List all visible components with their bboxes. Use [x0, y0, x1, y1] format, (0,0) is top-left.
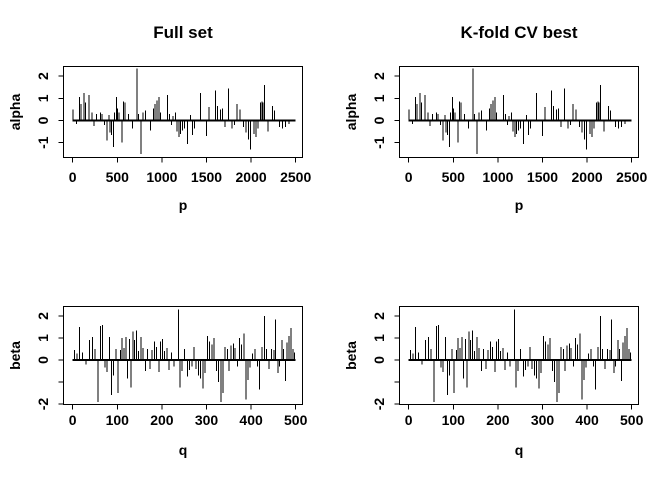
x-tick-label: 2500	[280, 169, 311, 185]
x-tick-label: 2000	[572, 169, 603, 185]
x-axis-label: p	[179, 197, 188, 213]
y-tick-label: 0	[371, 116, 387, 124]
x-axis-label: p	[515, 197, 524, 213]
y-tick-label: 2	[35, 72, 51, 80]
x-tick-label: 500	[620, 412, 644, 428]
plot-lines-kfold-cv-alpha	[394, 66, 639, 163]
y-tick-label: 0	[371, 356, 387, 364]
plot-svg-kfold-cv-alpha: 0 500 1000 1500 2000 2500 -1 0 1 2 K-fold CV best p…	[343, 23, 647, 213]
y-tick-label: -1	[371, 136, 387, 149]
x-tick-label: 1500	[527, 169, 558, 185]
plot-svg-full-set-beta: 0 100 200 300 400 500 -2 0 1 2 q beta	[7, 306, 308, 458]
plot-lines-full-set-beta	[58, 306, 303, 410]
x-axis-label: q	[179, 442, 188, 458]
x-tick-label: 300	[195, 412, 219, 428]
x-tick-label: 500	[442, 169, 466, 185]
x-tick-label: 100	[442, 412, 466, 428]
y-tick-label: 1	[371, 94, 387, 102]
x-tick-label: 1500	[191, 169, 222, 185]
y-axis-label: beta	[343, 341, 359, 370]
panel-title: K-fold CV best	[460, 23, 577, 42]
x-tick-label: 500	[106, 169, 130, 185]
x-tick-label: 400	[239, 412, 263, 428]
y-tick-label: -2	[371, 398, 387, 411]
y-axis-label: alpha	[7, 94, 23, 131]
plot-lines-full-set-alpha	[58, 66, 303, 163]
plot-lines-kfold-cv-beta	[394, 306, 639, 410]
y-tick-label: -2	[35, 398, 51, 411]
x-tick-label: 0	[405, 412, 413, 428]
x-tick-label: 0	[405, 169, 413, 185]
x-tick-label: 2000	[236, 169, 267, 185]
y-tick-label: 1	[371, 334, 387, 342]
x-tick-label: 300	[531, 412, 555, 428]
x-axis-label: q	[515, 442, 524, 458]
x-tick-label: 1000	[146, 169, 177, 185]
x-tick-label: 200	[150, 412, 174, 428]
y-tick-label: 0	[35, 356, 51, 364]
x-tick-label: 0	[69, 169, 77, 185]
panel-full-set-beta: 0 100 200 300 400 500 -2 0 1 2 q beta	[0, 240, 336, 480]
x-tick-label: 1000	[482, 169, 513, 185]
y-tick-label: 0	[35, 116, 51, 124]
x-tick-label: 500	[284, 412, 308, 428]
x-tick-label: 400	[575, 412, 599, 428]
panel-title: Full set	[153, 23, 213, 42]
x-tick-label: 200	[486, 412, 510, 428]
plot-box	[63, 66, 303, 158]
y-axis-label: alpha	[343, 94, 359, 131]
y-tick-label: 2	[35, 312, 51, 320]
panel-kfold-cv-alpha: 0 500 1000 1500 2000 2500 -1 0 1 2 K-fold CV best p…	[336, 0, 672, 240]
y-tick-label: 1	[35, 334, 51, 342]
plot-box	[399, 306, 639, 405]
y-tick-label: 1	[35, 94, 51, 102]
x-tick-label: 2500	[616, 169, 647, 185]
panel-full-set-alpha: 0 500 1000 1500 2000 2500 -1 0 1 2 Full set p alpha	[0, 0, 336, 240]
x-tick-label: 0	[69, 412, 77, 428]
y-axis-label: beta	[7, 341, 23, 370]
y-tick-label: 2	[371, 312, 387, 320]
panel-kfold-cv-beta: 0 100 200 300 400 500 -2 0 1 2 q beta	[336, 240, 672, 480]
plot-svg-kfold-cv-beta: 0 100 200 300 400 500 -2 0 1 2 q beta	[343, 306, 644, 458]
plot-box	[399, 66, 639, 158]
plot-svg-full-set-alpha: 0 500 1000 1500 2000 2500 -1 0 1 2 Full set p alpha	[7, 23, 311, 213]
x-tick-label: 100	[106, 412, 130, 428]
y-tick-label: 2	[371, 72, 387, 80]
plot-box	[63, 306, 303, 405]
y-tick-label: -1	[35, 136, 51, 149]
